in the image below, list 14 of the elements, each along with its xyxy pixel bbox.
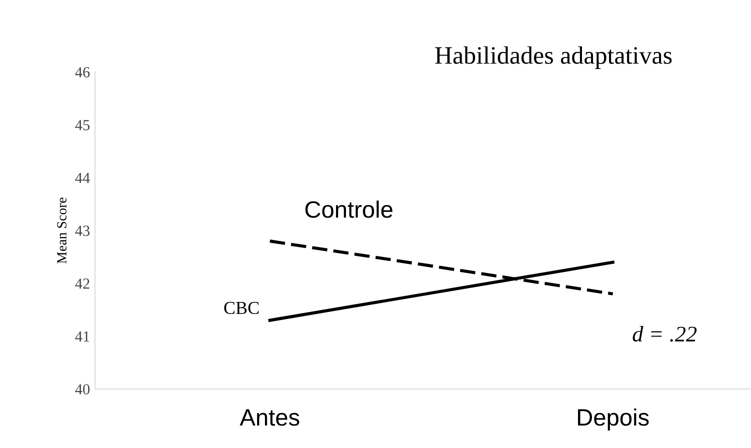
y-tick-label: 44 [75,172,90,183]
y-tick-label: 41 [75,331,90,342]
series-label: Controle [305,200,392,218]
y-tick-label: 40 [75,384,90,394]
y-tick-label: 46 [75,67,90,78]
chart-title: Habilidades adaptativas [435,46,672,69]
series-label: CBC [224,302,259,314]
x-tick-label: Depois [578,408,649,430]
y-tick-label: 42 [75,278,90,289]
y-axis-title: Mean Score [57,198,66,264]
x-tick-label: Antes [240,409,300,426]
y-tick-label: 45 [75,120,90,130]
annotation: d = .22 [632,326,697,342]
y-tick-label: 43 [75,226,90,236]
